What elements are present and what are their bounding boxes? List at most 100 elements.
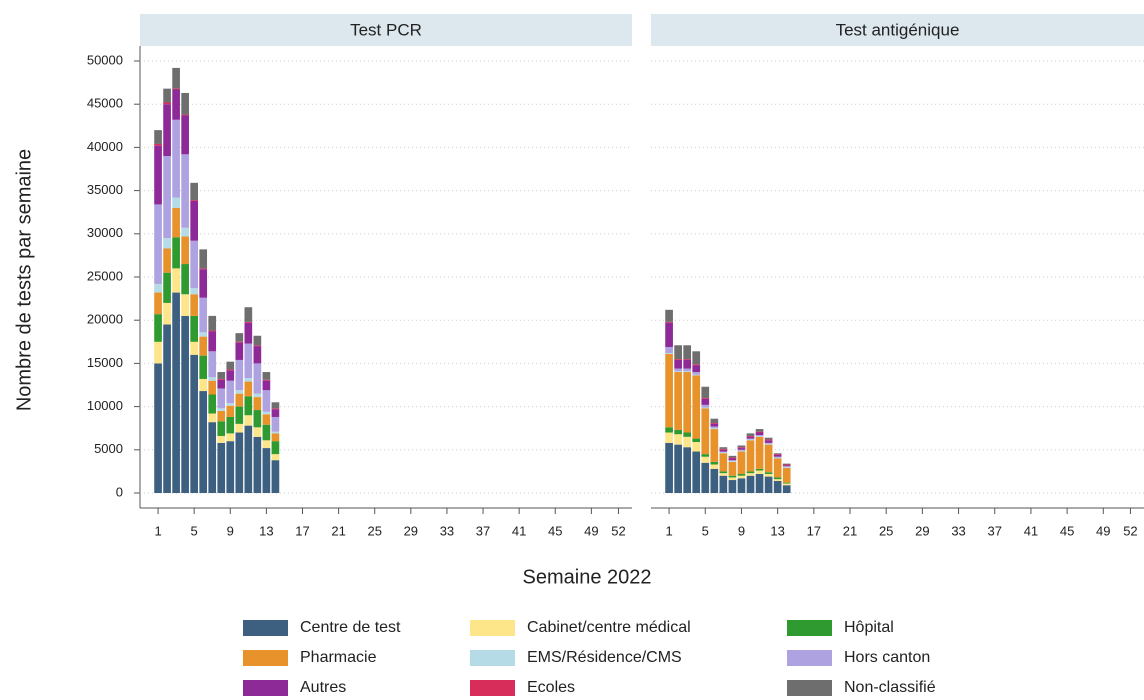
bar-segment — [701, 456, 710, 463]
bar-segment — [253, 345, 262, 347]
bar-segment — [782, 464, 791, 466]
bar-segment — [692, 372, 701, 375]
legend-swatch — [243, 680, 288, 696]
bar-segment — [199, 268, 208, 270]
bar-segment — [226, 403, 235, 406]
bar-segment — [665, 321, 673, 323]
bar-segment — [244, 321, 253, 323]
bar-segment — [226, 433, 235, 442]
bar-segment — [701, 462, 710, 493]
bar-segment — [262, 448, 271, 493]
legend-label: Autres — [300, 679, 346, 696]
bar-segment — [719, 452, 728, 454]
bar-segment — [190, 200, 199, 201]
bar-segment — [154, 363, 162, 493]
bar-segment — [701, 408, 710, 455]
bar-segment — [199, 332, 208, 337]
bar-segment — [208, 315, 217, 331]
bar-segment — [773, 477, 782, 480]
x-tick-label: 52 — [611, 523, 625, 538]
bar-segment — [710, 461, 719, 465]
x-tick-label: 13 — [259, 523, 273, 538]
bar-segment — [235, 406, 244, 424]
bar-segment — [253, 335, 262, 346]
bar-segment — [181, 114, 189, 116]
bar-segment — [217, 388, 226, 409]
bar-segment — [719, 447, 728, 449]
bar-segment — [235, 359, 244, 391]
bar-segment — [746, 436, 755, 439]
bar-segment — [199, 391, 208, 493]
bar-segment — [782, 463, 791, 465]
bar-segment — [728, 461, 737, 462]
bar-segment — [764, 473, 773, 477]
bar-segment — [719, 475, 728, 493]
bar-segment — [755, 468, 764, 471]
legend-swatch — [787, 680, 832, 696]
bar-segment — [217, 408, 226, 411]
bar-segment — [262, 379, 271, 381]
bar-segment — [235, 393, 244, 407]
bar-segment — [190, 341, 199, 355]
bar-segment — [755, 432, 764, 436]
bar-segment — [710, 426, 719, 429]
bar-segment — [190, 354, 199, 493]
bar-segment — [746, 438, 755, 440]
bar-segment — [719, 473, 728, 476]
bar-segment — [172, 119, 180, 198]
bar-segment — [773, 456, 782, 458]
x-tick-label: 21 — [331, 523, 345, 538]
bar-segment — [226, 405, 235, 417]
x-tick-label: 41 — [512, 523, 526, 538]
bar-segment — [199, 269, 208, 298]
y-tick-label: 35000 — [87, 182, 123, 197]
bar-segment — [737, 478, 746, 493]
bar-segment — [719, 451, 728, 453]
bar-segment — [746, 439, 755, 441]
bar-segment — [244, 381, 253, 397]
bar-segment — [728, 455, 737, 458]
bar-segment — [235, 423, 244, 433]
bar-segment — [683, 345, 692, 360]
legend-label: Pharmacie — [300, 649, 377, 666]
bar-segment — [674, 429, 682, 435]
bar-segment — [692, 442, 701, 452]
bar-segment — [244, 307, 253, 322]
bar-segment — [719, 471, 728, 474]
legend-label: EMS/Résidence/CMS — [527, 649, 682, 666]
bar-segment — [764, 443, 773, 445]
bar-segment — [235, 333, 244, 342]
bar-segment — [208, 394, 217, 414]
bar-segment — [208, 331, 217, 352]
bar-segment — [773, 457, 782, 459]
bar-segment — [199, 355, 208, 379]
bar-segment — [217, 378, 226, 380]
bar-segment — [154, 292, 162, 315]
bar-segment — [692, 451, 701, 493]
bar-segment — [737, 447, 746, 449]
legend-swatch — [470, 620, 515, 636]
bar-segment — [683, 368, 692, 372]
bar-segment — [217, 442, 226, 493]
bar-segment — [208, 413, 217, 423]
bar-segment — [692, 438, 701, 443]
bar-segment — [271, 409, 280, 417]
bar-segment — [262, 390, 271, 412]
bar-segment — [262, 411, 271, 415]
bar-segment — [181, 154, 189, 228]
bar-segment — [163, 88, 171, 103]
bar-segment — [665, 353, 673, 428]
legend-label: Centre de test — [300, 619, 401, 636]
bar-segment — [244, 396, 253, 416]
bar-segment — [253, 346, 262, 364]
bar-segment — [172, 207, 180, 238]
bar-segment — [692, 351, 701, 365]
legend-label: Non-classifié — [844, 679, 936, 696]
bar-segment — [782, 482, 791, 484]
bar-segment — [701, 398, 710, 405]
bar-segment — [728, 475, 737, 478]
bar-segment — [737, 451, 746, 474]
bar-segment — [271, 402, 280, 409]
bar-segment — [271, 433, 280, 442]
